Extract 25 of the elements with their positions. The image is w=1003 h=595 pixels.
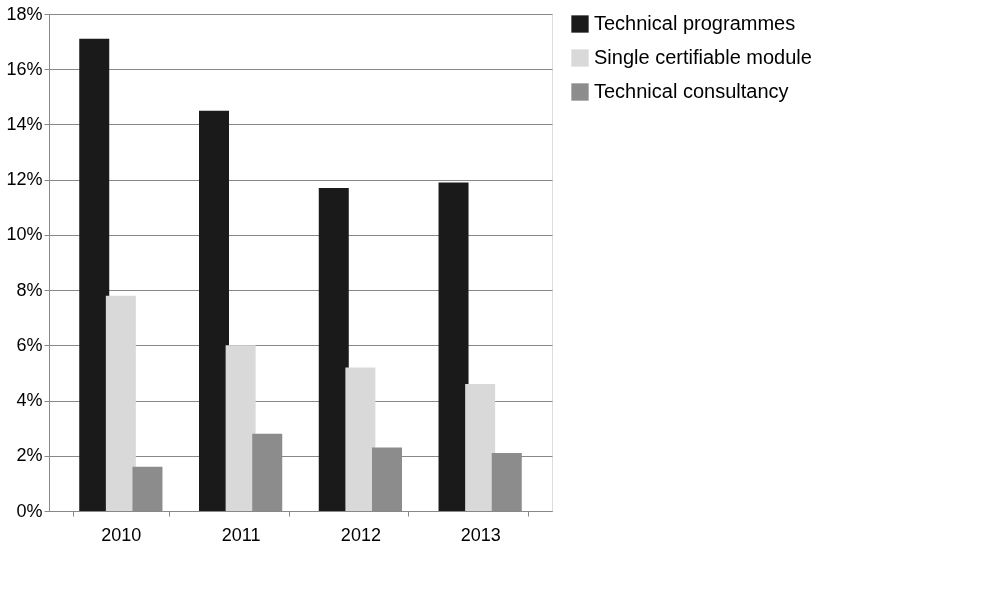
bar xyxy=(345,367,376,511)
bar xyxy=(105,295,136,511)
x-tick-label: 2012 xyxy=(340,524,381,545)
y-tick-label: 4% xyxy=(16,390,43,411)
y-tick-label: 8% xyxy=(16,279,43,300)
x-tick-label: 2010 xyxy=(101,524,142,545)
y-tick-label: 12% xyxy=(6,169,43,190)
y-tick-label: 18% xyxy=(6,3,43,24)
x-tick-label: 2013 xyxy=(460,524,501,545)
x-tick-label: 2011 xyxy=(221,524,261,545)
legend-label: Technical programmes xyxy=(594,12,796,34)
y-tick-label: 14% xyxy=(6,113,43,134)
y-tick-label: 6% xyxy=(16,334,43,355)
y-tick-label: 2% xyxy=(16,445,43,466)
legend-label: Technical consultancy xyxy=(594,80,789,102)
y-tick-label: 10% xyxy=(6,224,43,245)
bar xyxy=(438,182,469,511)
y-tick-label: 0% xyxy=(16,500,43,521)
legend-label: Single certifiable module xyxy=(594,46,812,68)
y-tick-label: 16% xyxy=(6,58,43,79)
bar xyxy=(79,38,110,511)
bar xyxy=(318,187,349,511)
bar xyxy=(465,383,496,511)
bar xyxy=(199,110,230,511)
bar xyxy=(225,345,256,511)
